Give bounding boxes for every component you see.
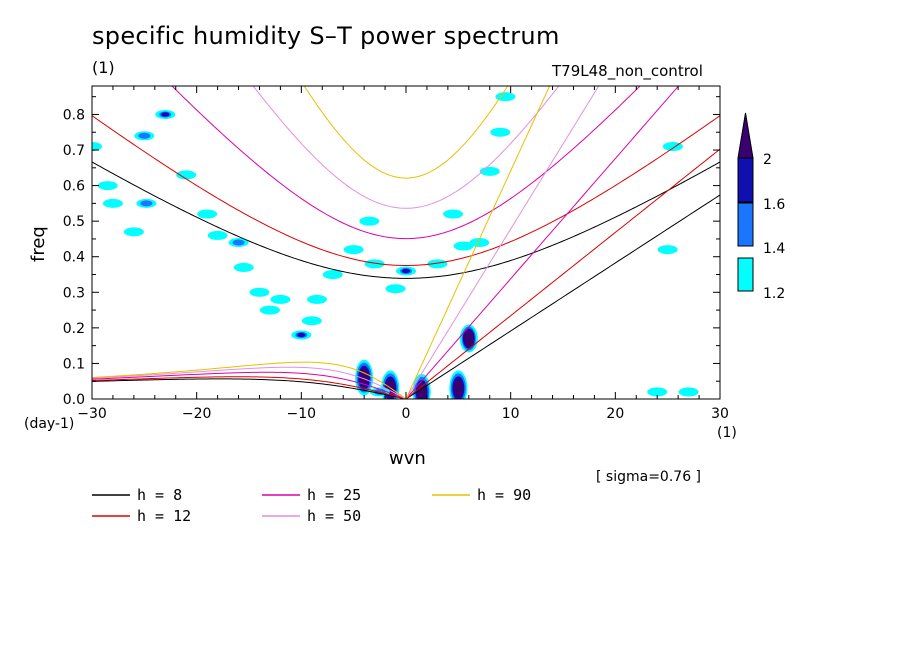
x-axis-label: wvn bbox=[389, 448, 426, 469]
contour-blob-25-level-1 bbox=[443, 209, 464, 219]
kelvin-curve-h8 bbox=[405, 194, 720, 399]
colorbar-label-1: 1.4 bbox=[763, 241, 785, 257]
y-tick-label-0: 0.0 bbox=[63, 392, 85, 408]
contour-blob-14-level-1 bbox=[270, 294, 291, 304]
colorbar-arrow bbox=[737, 112, 754, 159]
legend-label-h90: h = 90 bbox=[477, 486, 531, 504]
y-tick-label-3: 0.3 bbox=[63, 285, 85, 301]
kelvin-curve-h25 bbox=[405, 86, 680, 399]
y-tick-label-4: 0.4 bbox=[63, 250, 85, 266]
gravity-curve-h90 bbox=[303, 86, 509, 179]
y-tick-label-6: 0.6 bbox=[63, 179, 85, 195]
contour-blob-21-level-1 bbox=[364, 259, 385, 269]
sigma-note: [ sigma=0.76 ] bbox=[596, 469, 702, 485]
x-tick-label-6: 30 bbox=[711, 406, 729, 422]
y-tick-label-5: 0.5 bbox=[63, 214, 85, 230]
y-unit-label: (day-1) bbox=[24, 416, 75, 432]
subtitle-unit: (1) bbox=[92, 58, 115, 77]
kelvin-curve-h90 bbox=[405, 86, 551, 399]
contour-blob-26-level-1 bbox=[453, 241, 474, 251]
contour-blob-0-level-1 bbox=[92, 141, 102, 151]
y-tick-label-1: 0.1 bbox=[63, 356, 85, 372]
contour-blob-2-level-1 bbox=[102, 198, 123, 208]
contour-blob-1-level-1 bbox=[97, 181, 118, 191]
contour-blob-23-level-1 bbox=[385, 284, 406, 294]
contour-blob-19-level-1 bbox=[343, 245, 364, 255]
contour-blob-10-level-2 bbox=[232, 239, 245, 246]
colorbar-box-2 bbox=[737, 157, 754, 203]
contour-blob-40-level-1 bbox=[495, 92, 516, 102]
contour-blob-4-level-2 bbox=[138, 132, 151, 139]
contour-blob-27-level-1 bbox=[469, 238, 490, 247]
gravity-curve-h12 bbox=[92, 115, 720, 266]
contour-blob-11-level-1 bbox=[233, 262, 254, 272]
contour-blob-34-level-4 bbox=[453, 379, 463, 398]
contour-blob-22-level-3 bbox=[402, 268, 410, 274]
x-tick-label-4: 10 bbox=[502, 406, 520, 422]
y-tick-label-2: 0.2 bbox=[63, 321, 85, 337]
contour-blob-17-level-1 bbox=[307, 294, 328, 304]
rossby-curve-h8 bbox=[92, 378, 407, 399]
rossby-curve-h90 bbox=[92, 361, 407, 399]
contour-blob-16-level-1 bbox=[301, 316, 322, 326]
plot-layer bbox=[92, 86, 720, 399]
colorbar-label-2: 1.6 bbox=[763, 197, 785, 213]
experiment-label: T79L48_non_control bbox=[552, 62, 703, 80]
contour-blob-15-level-3 bbox=[297, 332, 306, 338]
contour-blob-36-level-1 bbox=[647, 387, 668, 397]
contour-blob-3-level-1 bbox=[123, 227, 144, 237]
contour-blob-24-level-1 bbox=[427, 259, 448, 269]
y-tick-label-7: 0.7 bbox=[63, 143, 85, 159]
x-tick-label-1: −20 bbox=[182, 406, 212, 422]
legend-label-h12: h = 12 bbox=[137, 507, 191, 525]
colorbar-label-3: 2 bbox=[763, 152, 772, 168]
contour-blob-8-level-1 bbox=[197, 209, 218, 219]
x-tick-label-5: 20 bbox=[606, 406, 624, 422]
contour-blob-13-level-1 bbox=[259, 305, 280, 315]
contour-blob-6-level-3 bbox=[161, 112, 170, 117]
contour-blob-9-level-1 bbox=[207, 230, 228, 240]
contour-blob-18-level-1 bbox=[322, 270, 343, 280]
contour-blob-7-level-1 bbox=[176, 170, 197, 180]
kelvin-curve-h12 bbox=[405, 148, 720, 399]
contour-blob-20-level-1 bbox=[359, 216, 380, 226]
legend-label-h25: h = 25 bbox=[307, 486, 361, 504]
x-tick-label-3: 0 bbox=[402, 406, 411, 422]
gravity-curve-h50 bbox=[252, 86, 560, 209]
x-unit-label: (1) bbox=[717, 425, 737, 441]
rossby-curve-h25 bbox=[92, 371, 407, 399]
gravity-curve-h25 bbox=[171, 86, 641, 240]
legend-label-h8: h = 8 bbox=[137, 486, 182, 504]
contour-blob-30-level-4 bbox=[463, 330, 474, 347]
gravity-curve-h8 bbox=[92, 161, 720, 279]
contour-blob-31-level-4 bbox=[359, 368, 369, 387]
contour-blob-5-level-2 bbox=[140, 200, 153, 207]
plot-area bbox=[92, 86, 720, 399]
contour-blob-39-level-1 bbox=[657, 245, 678, 255]
x-tick-label-2: −10 bbox=[287, 406, 317, 422]
legend-label-h50: h = 50 bbox=[307, 507, 361, 525]
kelvin-curve-h50 bbox=[405, 86, 600, 399]
contour-blob-12-level-1 bbox=[249, 287, 270, 297]
colorbar-box-1 bbox=[737, 202, 754, 247]
rossby-curve-h12 bbox=[92, 376, 407, 399]
colorbar-label-0: 1.2 bbox=[763, 286, 785, 302]
y-tick-label-8: 0.8 bbox=[63, 107, 85, 123]
chart-title: specific humidity S–T power spectrum bbox=[92, 22, 560, 50]
contour-blob-29-level-1 bbox=[490, 127, 511, 137]
contour-blob-37-level-1 bbox=[678, 387, 699, 397]
rossby-curve-h50 bbox=[92, 366, 407, 399]
x-tick-label-0: −30 bbox=[77, 406, 107, 422]
contour-blob-33-level-4 bbox=[417, 382, 427, 399]
colorbar-box-0 bbox=[737, 257, 754, 292]
